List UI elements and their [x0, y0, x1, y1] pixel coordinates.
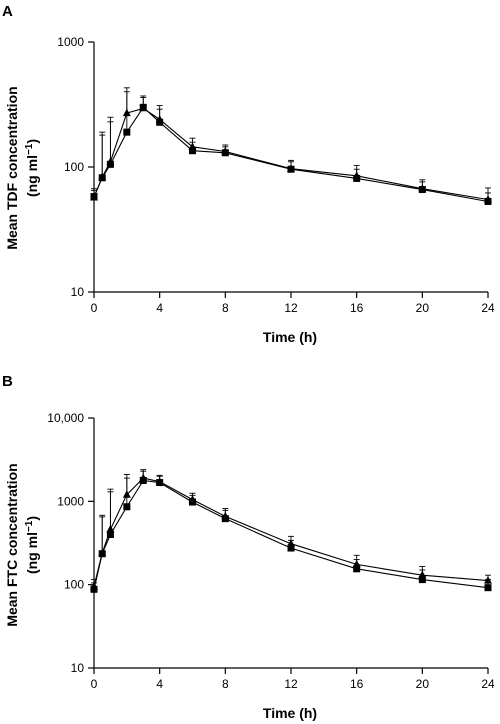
data-point-square [123, 128, 131, 136]
panel-letter: B [2, 373, 13, 390]
y-axis-unit: (ng ml−1) [24, 516, 40, 574]
data-point-square [90, 193, 98, 201]
data-point-square [484, 197, 492, 205]
x-tick-label: 12 [284, 301, 298, 315]
data-point-square [156, 479, 164, 487]
y-tick-label: 10 [71, 285, 85, 299]
data-point-square [353, 565, 361, 573]
data-point-triangle [122, 108, 131, 117]
y-unit-superscript: −1 [24, 143, 35, 155]
y-tick-label: 1000 [57, 35, 84, 49]
data-point-square [353, 174, 361, 182]
y-tick-label: 10 [71, 661, 85, 675]
y-unit-superscript: −1 [24, 520, 35, 532]
y-unit-post: ) [24, 516, 40, 521]
data-point-square [287, 544, 295, 552]
series-line-triangle [93, 477, 489, 587]
x-tick-label: 0 [91, 677, 98, 691]
y-axis-unit: (ng ml−1) [24, 139, 40, 197]
x-axis-title: Time (h) [263, 329, 317, 345]
x-tick-label: 20 [416, 301, 430, 315]
data-point-square [418, 186, 426, 194]
data-point-triangle [122, 490, 131, 498]
x-tick-label: 0 [91, 301, 98, 315]
series-line-triangle [93, 107, 489, 201]
x-tick-label: 8 [222, 677, 229, 691]
data-point-square [156, 118, 164, 126]
x-tick-label: 16 [350, 301, 364, 315]
y-unit-post: ) [24, 139, 40, 144]
data-point-square [106, 530, 114, 538]
data-point-square [418, 576, 426, 584]
data-point-square [287, 165, 295, 173]
data-point-square [98, 550, 106, 558]
x-tick-label: 24 [481, 301, 495, 315]
y-unit-pre: (ng ml [24, 532, 40, 574]
y-tick-label: 100 [64, 160, 84, 174]
y-axis-title: Mean TDF concentration [4, 86, 20, 249]
x-tick-label: 12 [284, 677, 298, 691]
chart-panel-b: B Time (h) Mean FTC concentration (ng ml… [2, 373, 495, 721]
series-line-square [93, 106, 489, 203]
x-tick-label: 24 [481, 677, 495, 691]
y-tick-label: 10,000 [47, 411, 84, 425]
data-point-square [189, 147, 196, 155]
data-point-square [139, 476, 147, 484]
y-axis-title: Mean FTC concentration [4, 463, 20, 626]
x-tick-label: 4 [156, 677, 163, 691]
series-line-square [93, 479, 489, 590]
x-tick-label: 4 [156, 301, 163, 315]
x-axis-title: Time (h) [263, 705, 317, 721]
y-tick-label: 100 [64, 578, 84, 592]
data-point-square [189, 498, 196, 506]
data-point-square [139, 103, 147, 111]
y-unit-pre: (ng ml [24, 155, 40, 197]
x-tick-label: 20 [416, 677, 430, 691]
panel-letter: A [2, 3, 13, 20]
data-point-square [90, 585, 98, 593]
x-tick-label: 8 [222, 301, 229, 315]
y-tick-label: 1000 [57, 494, 84, 508]
data-point-square [221, 515, 229, 523]
data-point-square [221, 149, 229, 157]
chart-panel-a: A Time (h) Mean TDF concentration (ng ml… [2, 3, 495, 345]
data-point-square [484, 584, 492, 592]
data-point-square [123, 503, 131, 511]
data-point-square [98, 174, 106, 182]
data-point-triangle [484, 576, 492, 584]
x-tick-label: 16 [350, 677, 364, 691]
data-point-square [106, 160, 114, 168]
